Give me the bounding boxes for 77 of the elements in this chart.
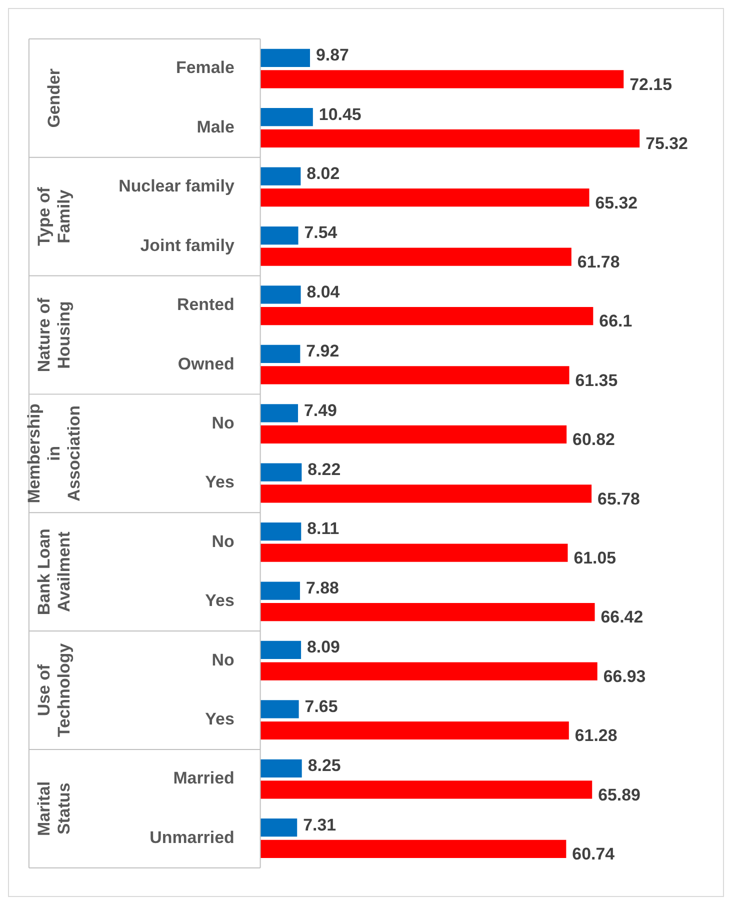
bar: [260, 522, 302, 541]
y-tick-label: Yes: [205, 591, 234, 610]
data-label: 8.09: [307, 638, 340, 657]
bar: [260, 662, 598, 680]
data-label: 61.28: [574, 726, 618, 746]
bar: [260, 129, 640, 148]
bar: [260, 544, 568, 562]
data-label: 66.1: [599, 312, 632, 331]
bar: [260, 366, 570, 384]
bar: [260, 840, 566, 858]
data-label: 8.25: [308, 756, 341, 776]
y-tick-label: No: [212, 650, 234, 670]
data-label: 8.22: [308, 460, 341, 480]
bar: [260, 818, 298, 837]
y-tick-label: Unmarried: [150, 828, 234, 847]
bar: [260, 640, 302, 660]
bar: [260, 425, 567, 444]
bar: [260, 603, 595, 622]
text: Gender: [44, 68, 64, 128]
text: Type of Family: [34, 186, 74, 246]
data-label: 60.82: [572, 430, 615, 450]
data-label: 60.74: [572, 844, 616, 864]
data-label: 65.89: [598, 785, 640, 804]
bar: [260, 108, 313, 126]
bar: [260, 70, 624, 88]
data-label: 7.54: [304, 223, 338, 242]
data-label: 61.35: [575, 370, 618, 390]
data-label: 7.88: [306, 578, 339, 598]
bar: [260, 306, 594, 326]
bar: [260, 286, 301, 304]
data-label: 9.87: [316, 46, 349, 65]
data-label: 7.65: [304, 696, 338, 716]
text: Nature of Housing: [34, 297, 74, 372]
data-label: 10.45: [318, 104, 362, 124]
bar: [260, 344, 300, 363]
text: Membership in Association: [24, 404, 84, 504]
text: Bank Loan Availment: [34, 528, 74, 616]
data-label: 65.32: [595, 193, 638, 212]
bar: [260, 582, 300, 600]
data-label: 7.49: [304, 400, 337, 420]
data-label: 8.02: [306, 164, 340, 183]
data-label: 7.31: [303, 815, 336, 834]
y-tick-label: Joint family: [140, 236, 235, 255]
y-tick-label: No: [212, 413, 234, 432]
y-tick-label: Female: [176, 58, 234, 78]
data-label: 72.15: [630, 74, 672, 94]
y-tick-label: Married: [173, 768, 234, 788]
y-tick-label: Male: [196, 117, 234, 136]
data-label: 65.78: [598, 489, 640, 508]
y-tick-label: Owned: [178, 354, 234, 374]
bar: [260, 780, 592, 799]
bar: [260, 188, 590, 207]
data-label: 8.04: [306, 282, 340, 302]
text: Marital Status: [34, 781, 74, 836]
data-label: 7.92: [306, 342, 340, 361]
bar: [260, 248, 572, 266]
text: Use of Technology: [34, 642, 74, 738]
bar: [260, 404, 298, 422]
data-label: 61.05: [574, 548, 616, 568]
data-label: 8.11: [307, 519, 340, 538]
bar: [260, 463, 302, 482]
data-label: 66.42: [600, 608, 644, 627]
bar: [260, 226, 298, 245]
bar: [260, 167, 301, 186]
bar: [260, 759, 302, 778]
bar: [260, 721, 569, 740]
y-tick-label: Yes: [205, 710, 234, 729]
y-tick-label: No: [212, 532, 234, 551]
y-tick-label: Nuclear family: [118, 176, 235, 196]
data-label: 61.78: [577, 252, 620, 272]
bar: [260, 484, 592, 503]
data-label: 66.93: [603, 666, 646, 686]
y-tick-label: Yes: [205, 472, 234, 492]
y-tick-label: Rented: [176, 295, 234, 314]
bar: [260, 700, 299, 718]
data-label: 75.32: [646, 134, 688, 154]
bar: [260, 48, 310, 67]
